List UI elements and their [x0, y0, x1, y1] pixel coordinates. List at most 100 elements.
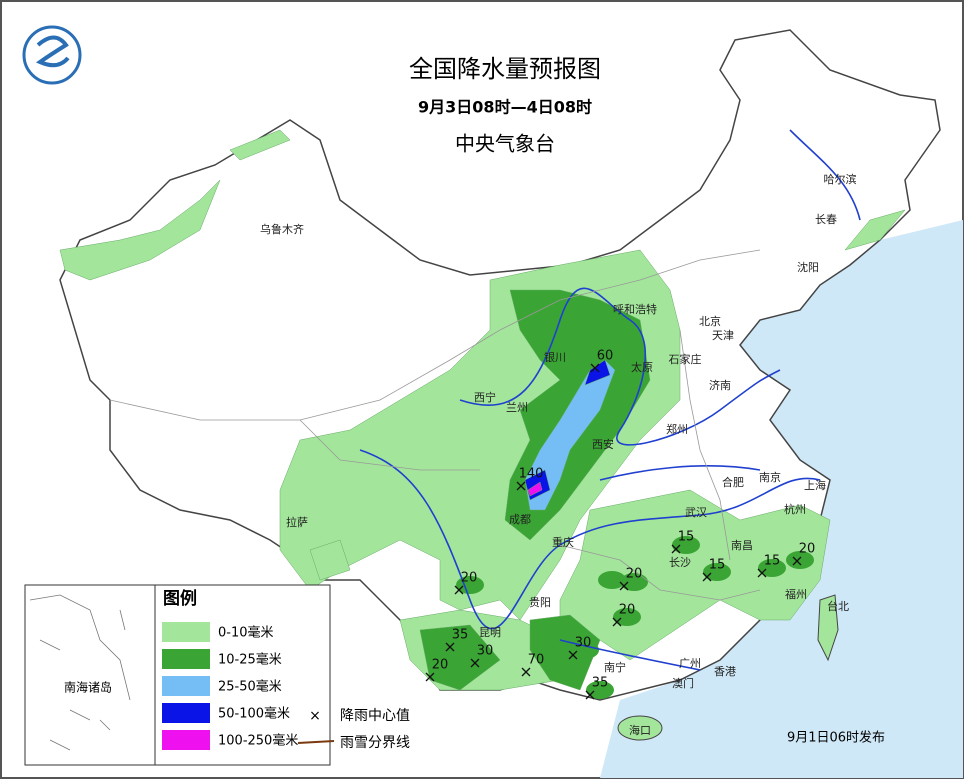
- border: [559, 544, 761, 601]
- rain-center-mark: [585, 690, 595, 700]
- city-label: 广州: [679, 657, 701, 670]
- rain-center-value: 60: [597, 349, 614, 364]
- title: 全国降水量预报图: [409, 55, 601, 83]
- inset-map: [29, 594, 131, 751]
- city-label: 长春: [815, 213, 837, 226]
- rivers: [359, 129, 861, 671]
- rain-area: [229, 129, 291, 161]
- river: [359, 449, 821, 630]
- city-label: 长沙: [669, 556, 691, 569]
- legend-swatch: [162, 703, 210, 723]
- rain-center-value: 15: [764, 554, 781, 569]
- legend-label: 50-100毫米: [218, 706, 290, 722]
- border: [679, 329, 731, 561]
- city-label: 海口: [629, 723, 651, 737]
- legend-swatch: [162, 676, 210, 696]
- center-symbol: ×: [309, 708, 321, 724]
- rain-center-value: 20: [432, 658, 449, 673]
- rain-center-value: 35: [452, 628, 469, 643]
- border: [109, 399, 480, 471]
- rain-center-value: 15: [678, 530, 695, 545]
- rain-center-value: 140: [519, 467, 544, 482]
- legend-swatch: [162, 649, 210, 669]
- rain-center-mark: [445, 642, 455, 652]
- city-label: 杭州: [784, 502, 806, 516]
- city-label: 福州: [785, 587, 807, 601]
- rain-area: [524, 359, 616, 511]
- legend-title: 图例: [163, 588, 197, 609]
- rain-center-value: 20: [619, 603, 636, 618]
- city-label: 济南: [709, 378, 731, 392]
- river: [789, 129, 861, 221]
- center-label: 降雨中心值: [340, 708, 410, 724]
- rain-area: [527, 481, 543, 497]
- rain-center-value: 70: [528, 653, 545, 668]
- rain-center-mark: [619, 581, 629, 591]
- rain-center-value: 15: [709, 558, 726, 573]
- city-label: 台北: [827, 599, 849, 613]
- legend-swatch: [162, 730, 210, 750]
- city-label: 呼和浩特: [613, 302, 657, 316]
- rain-patch: [571, 641, 599, 659]
- rain-center-mark: [612, 617, 622, 627]
- rain-center-value: 30: [477, 644, 494, 659]
- city-label: 贵阳: [529, 596, 551, 609]
- boundary-label: 雨雪分界线: [340, 735, 410, 751]
- rain-area: [529, 614, 601, 691]
- legend-label: 10-25毫米: [218, 652, 282, 668]
- rain-center-mark: [470, 658, 480, 668]
- rain-center-mark: [671, 544, 681, 554]
- rain-area: [844, 209, 906, 251]
- legend: 0-10毫米 10-25毫米 25-50毫米 50-100毫米 100-250毫米: [162, 622, 298, 750]
- legend-label: 25-50毫米: [218, 679, 282, 695]
- legend-label: 0-10毫米: [218, 625, 274, 641]
- rain-center-mark: [702, 572, 712, 582]
- rain-center-mark: [757, 568, 767, 578]
- rain-area: [309, 539, 351, 581]
- logo-mark: [35, 35, 70, 68]
- rain-patch: [598, 571, 626, 589]
- province-borders: [109, 249, 761, 601]
- rain-center-mark: [521, 667, 531, 677]
- footer: 9月1日06时发布: [787, 730, 885, 746]
- rain-center-mark: [792, 556, 802, 566]
- city-label: 兰州: [506, 401, 528, 414]
- city-label: 成都: [509, 513, 531, 526]
- inset-shape: [29, 594, 131, 751]
- rain-center-value: 35: [592, 676, 609, 691]
- city-label: 拉萨: [286, 515, 308, 529]
- rain-patch: [620, 573, 648, 591]
- city-label: 香港: [714, 665, 736, 678]
- city-label: 武汉: [685, 506, 707, 519]
- inset-label: 南海诸岛: [64, 680, 112, 695]
- sea: [600, 220, 963, 778]
- city-label: 南京: [759, 470, 781, 484]
- river: [599, 465, 761, 481]
- boundary-symbol: [297, 740, 335, 744]
- city-label: 天津: [712, 329, 734, 342]
- city-label: 西宁: [474, 390, 496, 404]
- city-label: 石家庄: [669, 352, 702, 366]
- river: [459, 287, 781, 446]
- rain-center-value: 20: [626, 567, 643, 582]
- rain-area: [419, 624, 501, 691]
- rain-areas: [59, 129, 906, 699]
- rain-patch: [613, 608, 641, 626]
- river: [559, 639, 701, 671]
- rain-center-value: 20: [461, 571, 478, 586]
- city-label: 哈尔滨: [824, 172, 857, 186]
- agency: 中央气象台: [455, 132, 555, 156]
- city-label: 南宁: [604, 660, 626, 674]
- rain-area: [584, 359, 611, 386]
- city-label: 上海: [804, 478, 826, 492]
- rain-center-mark: [516, 481, 526, 491]
- rain-center-mark: [568, 650, 578, 660]
- city-label: 太原: [631, 361, 653, 374]
- city-label: 澳门: [672, 676, 694, 690]
- city-label: 重庆: [552, 535, 574, 549]
- city-label: 银川: [544, 350, 566, 364]
